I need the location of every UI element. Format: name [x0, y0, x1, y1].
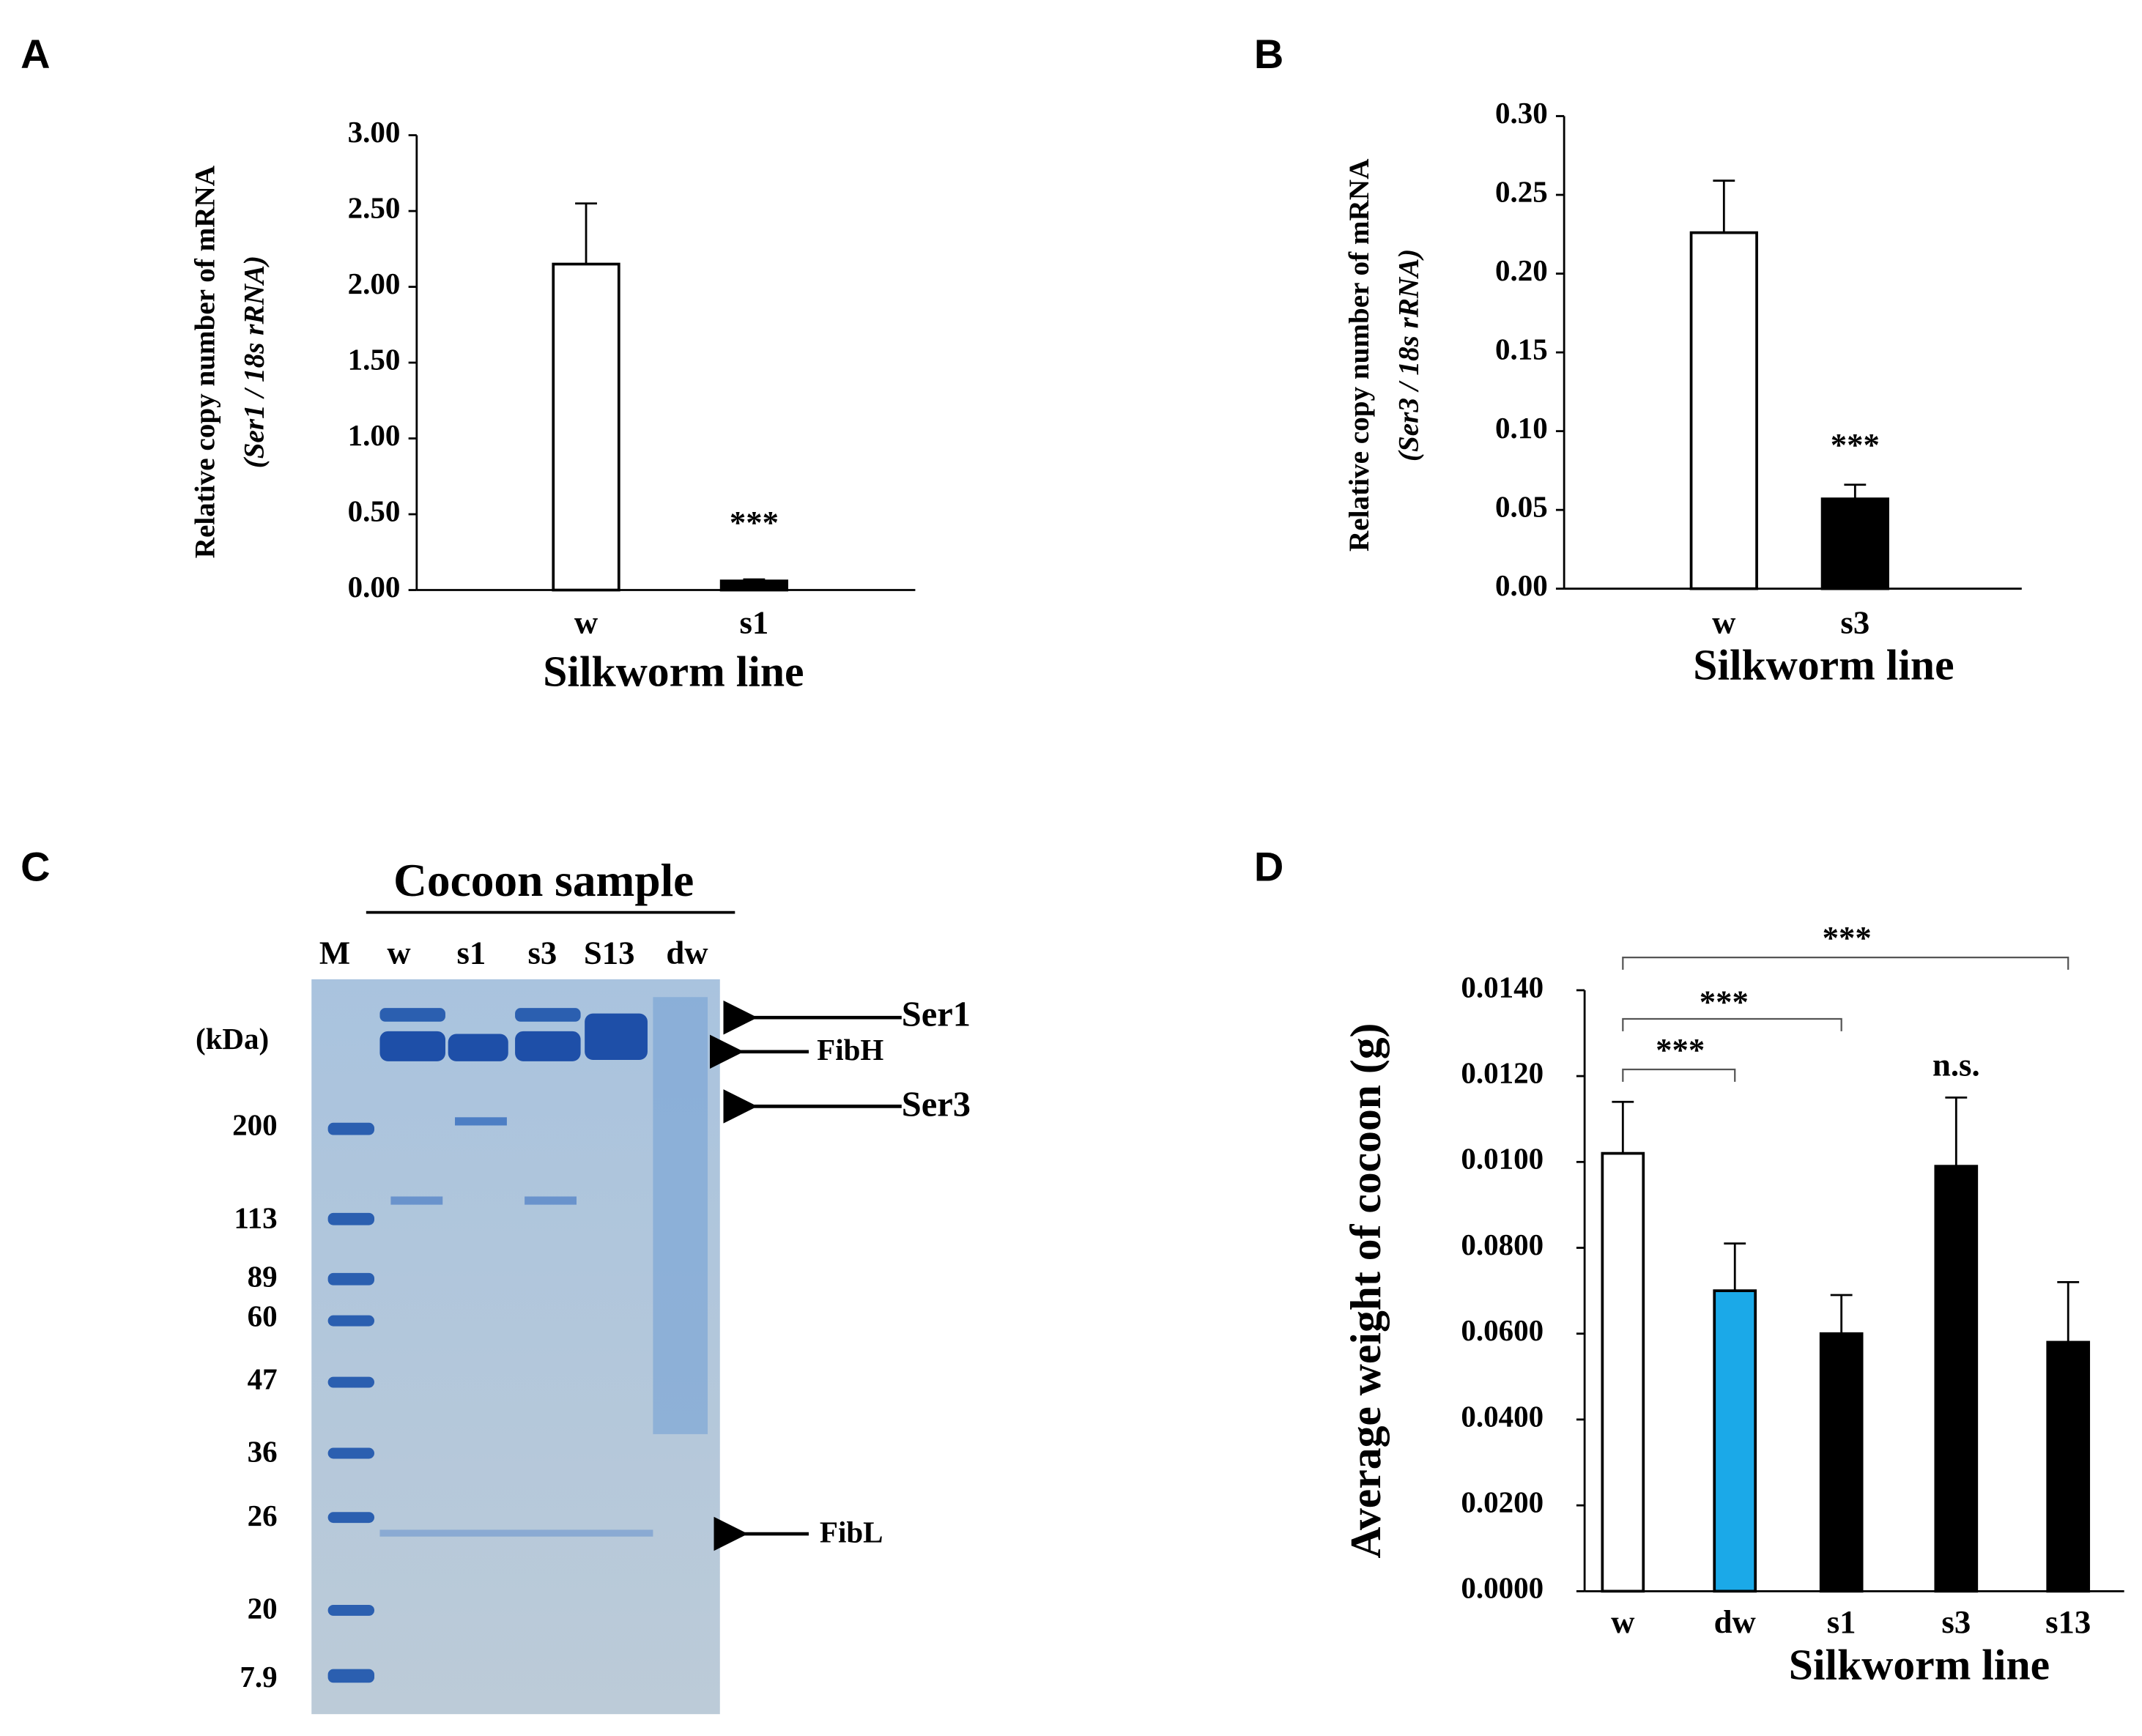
y-tick-label: 0.0400 — [1461, 1399, 1544, 1433]
y-axis-label: Average weight of cocoon (g) — [1341, 1023, 1390, 1559]
significance-bracket — [1622, 1068, 1736, 1082]
y-tick-label: 0.00 — [1495, 568, 1548, 602]
annotation: *** — [1656, 1031, 1705, 1068]
x-tick-label: s1 — [739, 604, 768, 640]
y-tick-label: 0.50 — [348, 494, 401, 527]
annotation: *** — [1823, 919, 1872, 956]
marker-label: 47 — [248, 1362, 278, 1395]
annotation: *** — [730, 504, 779, 541]
y-tick-label: 1.50 — [348, 342, 401, 376]
y-tick-label: 0.30 — [1495, 96, 1548, 130]
y-axis-label: Relative copy number of mRNA — [1344, 159, 1375, 552]
significance-bracket — [1622, 957, 2069, 970]
x-axis-label: Silkworm line — [1789, 1640, 2050, 1688]
y-tick-label: 0.20 — [1495, 253, 1548, 287]
y-tick-label: 0.0800 — [1461, 1228, 1544, 1261]
lane-label: s3 — [527, 935, 557, 971]
y-tick-label: 0.10 — [1495, 411, 1548, 445]
y-tick-label: 0.05 — [1495, 490, 1548, 524]
annotation: *** — [1700, 984, 1749, 1020]
y-tick-label: 0.00 — [348, 570, 401, 604]
x-tick-label: w — [1712, 604, 1736, 640]
bar — [1601, 1151, 1645, 1593]
y-tick-label: 0.0100 — [1461, 1142, 1544, 1176]
x-tick-label: s1 — [1827, 1603, 1856, 1640]
significance-bracket — [1622, 1017, 1842, 1031]
marker-label: 89 — [248, 1260, 278, 1294]
y-tick-label: 2.00 — [348, 267, 401, 300]
y-axis-label: Relative copy number of mRNA — [190, 166, 221, 558]
panel-letter: D — [1254, 844, 1283, 890]
y-tick-label: 0.15 — [1495, 332, 1548, 366]
marker-label: 60 — [248, 1299, 278, 1333]
bar — [552, 262, 620, 592]
y-tick-label: 1.00 — [348, 418, 401, 452]
marker-label: 113 — [234, 1201, 277, 1234]
gel-bands — [327, 997, 708, 1683]
panel-letter: B — [1254, 31, 1283, 77]
panel-letter: A — [21, 31, 50, 77]
band-label: Ser1 — [902, 995, 971, 1034]
y-tick-label: 0.25 — [1495, 174, 1548, 208]
x-tick-label: s13 — [2045, 1603, 2091, 1640]
y-tick-label: 0.0200 — [1461, 1485, 1544, 1519]
lane-label: w — [387, 935, 411, 971]
band-label: FibL — [820, 1515, 883, 1548]
band-label: FibH — [817, 1033, 883, 1067]
x-axis-label: Silkworm line — [543, 648, 804, 696]
marker-label: 20 — [248, 1592, 278, 1625]
bar — [1819, 1332, 1864, 1593]
bar — [2046, 1340, 2091, 1593]
y-axis-label: (Ser1 / 18s rRNA) — [239, 256, 270, 468]
y-tick-label: 2.50 — [348, 190, 401, 224]
annotation: n.s. — [1932, 1046, 1980, 1083]
unit-label: (kDa) — [196, 1022, 269, 1056]
marker-label: 36 — [248, 1434, 278, 1468]
bar — [1713, 1289, 1757, 1593]
x-tick-label: w — [574, 604, 598, 640]
bar — [1820, 497, 1889, 590]
y-tick-label: 0.0000 — [1461, 1571, 1544, 1605]
panel-letter: C — [21, 844, 50, 890]
x-tick-label: s3 — [1840, 604, 1869, 640]
gel — [311, 979, 720, 1715]
bar — [1934, 1165, 1979, 1593]
y-tick-label: 0.0140 — [1461, 970, 1544, 1004]
bar — [1689, 231, 1758, 590]
y-tick-label: 0.0600 — [1461, 1313, 1544, 1347]
x-axis-label: Silkworm line — [1693, 640, 1954, 689]
lane-label: S13 — [584, 935, 635, 971]
y-tick-label: 0.0120 — [1461, 1056, 1544, 1090]
x-tick-label: s3 — [1941, 1603, 1971, 1640]
bar — [719, 579, 789, 592]
x-tick-label: dw — [1714, 1603, 1757, 1640]
lane-label: dw — [666, 935, 708, 971]
y-tick-label: 3.00 — [348, 115, 401, 149]
marker-label: 7.9 — [240, 1660, 277, 1694]
band-label: Ser3 — [902, 1085, 971, 1124]
annotation: *** — [1831, 426, 1880, 463]
x-tick-label: w — [1611, 1603, 1635, 1640]
lane-label: s1 — [457, 935, 486, 971]
marker-label: 200 — [232, 1108, 278, 1142]
lane-label: M — [319, 935, 350, 971]
gel-arrows — [709, 1000, 902, 1551]
gel-title: Cocoon sample — [393, 855, 694, 906]
y-axis-label: (Ser3 / 18s rRNA) — [1393, 249, 1424, 461]
marker-label: 26 — [248, 1499, 278, 1532]
